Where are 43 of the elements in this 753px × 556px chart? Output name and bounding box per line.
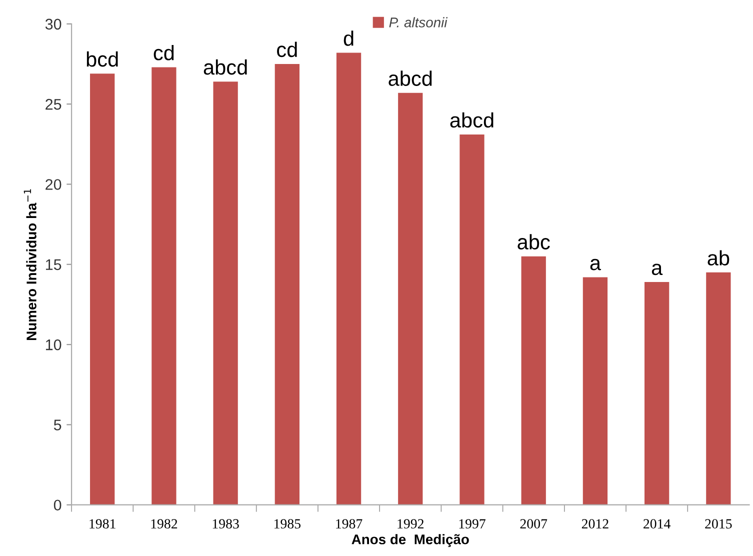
x-tick-label: 1981 — [90, 519, 116, 529]
y-tick-label: 25 — [46, 98, 62, 110]
y-tick-label: 10 — [46, 339, 62, 350]
bar — [706, 272, 731, 505]
annotation: bcd — [86, 51, 118, 67]
bar — [336, 52, 362, 505]
bar — [274, 64, 300, 505]
bar — [213, 82, 238, 505]
bar — [644, 282, 670, 505]
annotation: a — [590, 258, 602, 270]
x-tick-label: 1983 — [212, 519, 239, 529]
annotation: abcd — [450, 112, 494, 128]
x-tick-label: 2007 — [520, 519, 548, 529]
annotation: ab — [708, 250, 730, 266]
x-tick-label: 1985 — [274, 519, 301, 529]
y-tick-label: 0 — [54, 500, 62, 511]
x-tick-label: 1997 — [459, 519, 486, 529]
annotation: abc — [518, 234, 550, 250]
bar — [152, 67, 176, 505]
bar — [398, 92, 423, 505]
bar — [90, 74, 115, 505]
x-tick-label: 1982 — [151, 519, 178, 529]
bar — [582, 277, 608, 505]
x-tick-label: 2014 — [644, 519, 670, 529]
bar — [460, 134, 484, 505]
annotation: cd — [154, 44, 174, 60]
annotation: cd — [277, 42, 297, 58]
y-tick-label: 15 — [46, 259, 62, 270]
annotation: a — [652, 264, 663, 276]
y-tick-label: 20 — [46, 179, 62, 190]
x-tick-label: 1987 — [336, 519, 362, 529]
annotation: abcd — [204, 59, 247, 75]
annotation: d — [344, 30, 354, 46]
x-axis-title: Anos de Medição — [352, 534, 469, 548]
x-tick-label: 2012 — [582, 519, 608, 529]
annotation: abcd — [388, 70, 432, 86]
y-tick-label: 30 — [45, 18, 62, 30]
bar — [521, 256, 546, 505]
x-tick-label: 2015 — [705, 519, 732, 529]
y-tick-label: 5 — [54, 420, 62, 430]
x-tick-label: 1992 — [398, 519, 424, 529]
y-axis-title: Numero Individuo ha$^{−1}$ — [24, 189, 36, 340]
legend-label: P. altsonii — [389, 17, 448, 28]
